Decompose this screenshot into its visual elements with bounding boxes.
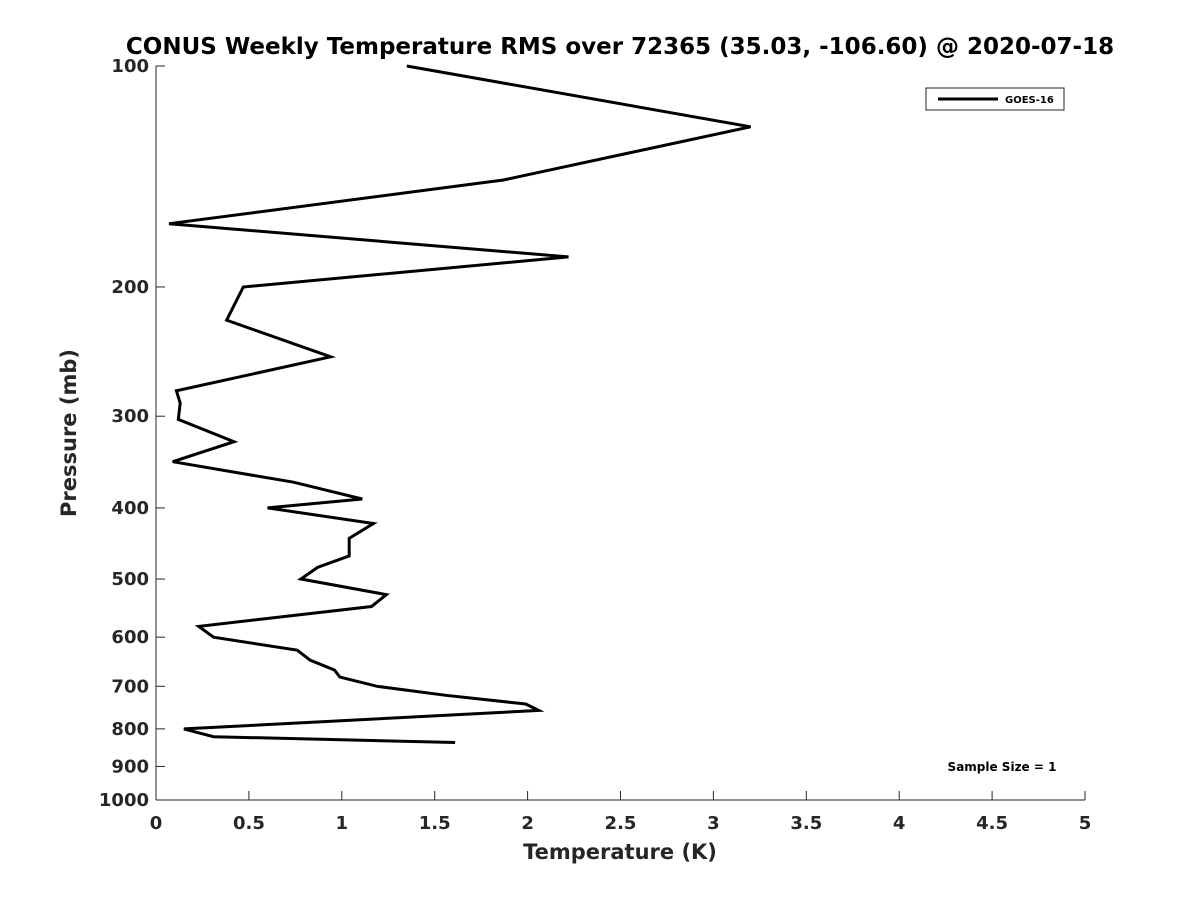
- series-line-goes-16: [168, 64, 751, 744]
- x-tick-label: 2: [521, 813, 534, 834]
- y-tick-label: 800: [111, 719, 149, 740]
- legend: GOES-16: [925, 87, 1065, 111]
- y-tick-label: 900: [111, 756, 149, 777]
- y-axis-label: Pressure (mb): [57, 349, 81, 517]
- y-tick-label: 500: [111, 569, 149, 590]
- x-tick-label: 3.5: [790, 813, 822, 834]
- x-tick-label: 1: [336, 813, 349, 834]
- y-tick-label: 600: [111, 627, 149, 648]
- y-ticks: 100 200 300 400 500 600 700 800 900 1000: [99, 56, 165, 811]
- x-tick-label: 4: [893, 813, 906, 834]
- y-tick-label: 100: [111, 56, 149, 77]
- x-ticks: 0 0.5 1 1.5 2 2.5 3 3.5 4 4.5 5: [150, 791, 1092, 834]
- chart-title: CONUS Weekly Temperature RMS over 72365 …: [126, 34, 1114, 60]
- y-tick-label: 700: [111, 676, 149, 697]
- x-tick-label: 3: [707, 813, 720, 834]
- sample-size-annotation: Sample Size = 1: [948, 760, 1057, 774]
- legend-entry-goes-16: GOES-16: [1005, 95, 1054, 106]
- x-axis-label: Temperature (K): [523, 840, 717, 864]
- x-tick-label: 1.5: [419, 813, 451, 834]
- y-tick-label: 1000: [99, 790, 149, 811]
- x-tick-label: 0: [150, 813, 163, 834]
- x-tick-label: 0.5: [233, 813, 265, 834]
- x-tick-label: 5: [1079, 813, 1092, 834]
- x-tick-label: 4.5: [976, 813, 1008, 834]
- plot-area: 0 0.5 1 1.5 2 2.5 3 3.5 4 4.5 5 100 200 300 400 500 600…: [99, 56, 1091, 834]
- y-tick-label: 400: [111, 498, 149, 519]
- y-tick-label: 200: [111, 277, 149, 298]
- x-tick-label: 2.5: [605, 813, 637, 834]
- y-tick-label: 300: [111, 406, 149, 427]
